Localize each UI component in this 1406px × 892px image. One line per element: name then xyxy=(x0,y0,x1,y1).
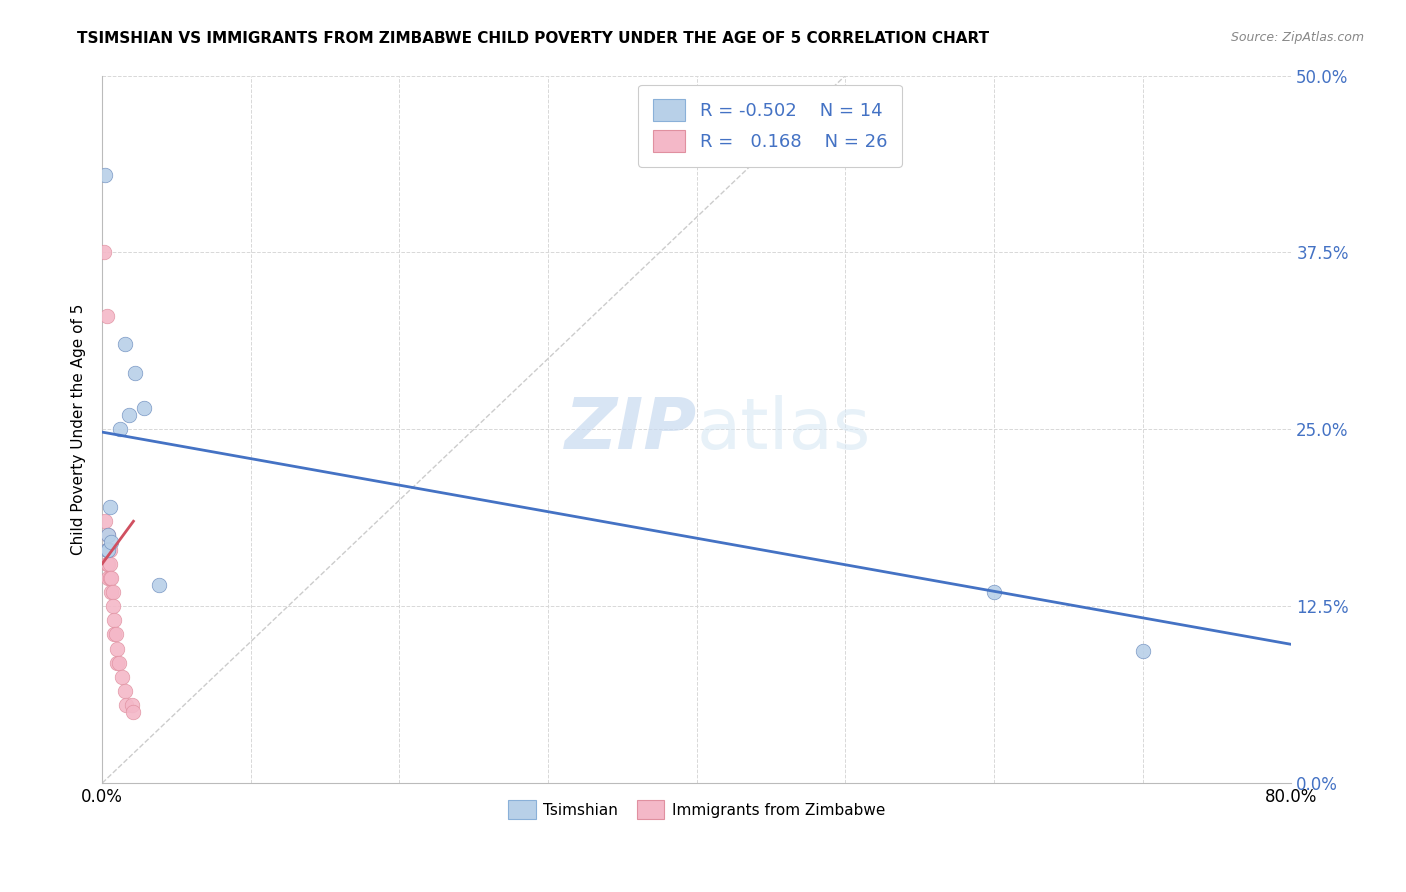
Text: TSIMSHIAN VS IMMIGRANTS FROM ZIMBABWE CHILD POVERTY UNDER THE AGE OF 5 CORRELATI: TSIMSHIAN VS IMMIGRANTS FROM ZIMBABWE CH… xyxy=(77,31,990,46)
Tsimshian xyxy=(94,168,117,182)
Y-axis label: Child Poverty Under the Age of 5: Child Poverty Under the Age of 5 xyxy=(72,303,86,555)
Tsimshian xyxy=(97,542,120,557)
Immigrants from Zimbabwe xyxy=(96,542,118,557)
Tsimshian xyxy=(132,401,155,415)
Immigrants from Zimbabwe xyxy=(122,706,145,720)
Tsimshian xyxy=(1132,644,1154,658)
Immigrants from Zimbabwe xyxy=(98,557,121,571)
Immigrants from Zimbabwe xyxy=(97,528,120,542)
Tsimshian xyxy=(98,500,121,515)
Immigrants from Zimbabwe xyxy=(105,656,128,670)
Immigrants from Zimbabwe xyxy=(98,571,121,585)
Tsimshian xyxy=(148,578,170,592)
Immigrants from Zimbabwe xyxy=(101,585,124,599)
Immigrants from Zimbabwe xyxy=(94,514,117,528)
Immigrants from Zimbabwe xyxy=(93,245,115,260)
Immigrants from Zimbabwe xyxy=(115,698,138,713)
Tsimshian xyxy=(96,542,118,557)
Tsimshian xyxy=(118,408,141,422)
Immigrants from Zimbabwe xyxy=(103,613,125,627)
Tsimshian xyxy=(108,422,131,436)
Tsimshian xyxy=(97,528,120,542)
Immigrants from Zimbabwe xyxy=(98,542,121,557)
Immigrants from Zimbabwe xyxy=(96,557,118,571)
Immigrants from Zimbabwe xyxy=(101,599,124,614)
Immigrants from Zimbabwe xyxy=(114,684,136,698)
Immigrants from Zimbabwe xyxy=(121,698,143,713)
Immigrants from Zimbabwe xyxy=(107,656,129,670)
Text: Source: ZipAtlas.com: Source: ZipAtlas.com xyxy=(1230,31,1364,45)
Tsimshian xyxy=(114,337,136,351)
Immigrants from Zimbabwe xyxy=(96,309,118,323)
Text: atlas: atlas xyxy=(697,395,872,464)
Immigrants from Zimbabwe xyxy=(97,557,120,571)
Tsimshian xyxy=(100,535,122,549)
Immigrants from Zimbabwe xyxy=(104,627,127,641)
Tsimshian xyxy=(983,585,1005,599)
Text: ZIP: ZIP xyxy=(565,395,697,464)
Immigrants from Zimbabwe xyxy=(97,571,120,585)
Legend: Tsimshian, Immigrants from Zimbabwe: Tsimshian, Immigrants from Zimbabwe xyxy=(502,794,891,825)
Immigrants from Zimbabwe xyxy=(105,641,128,656)
Immigrants from Zimbabwe xyxy=(100,585,122,599)
Immigrants from Zimbabwe xyxy=(110,670,132,684)
Tsimshian xyxy=(124,366,146,380)
Immigrants from Zimbabwe xyxy=(100,571,122,585)
Immigrants from Zimbabwe xyxy=(103,627,125,641)
